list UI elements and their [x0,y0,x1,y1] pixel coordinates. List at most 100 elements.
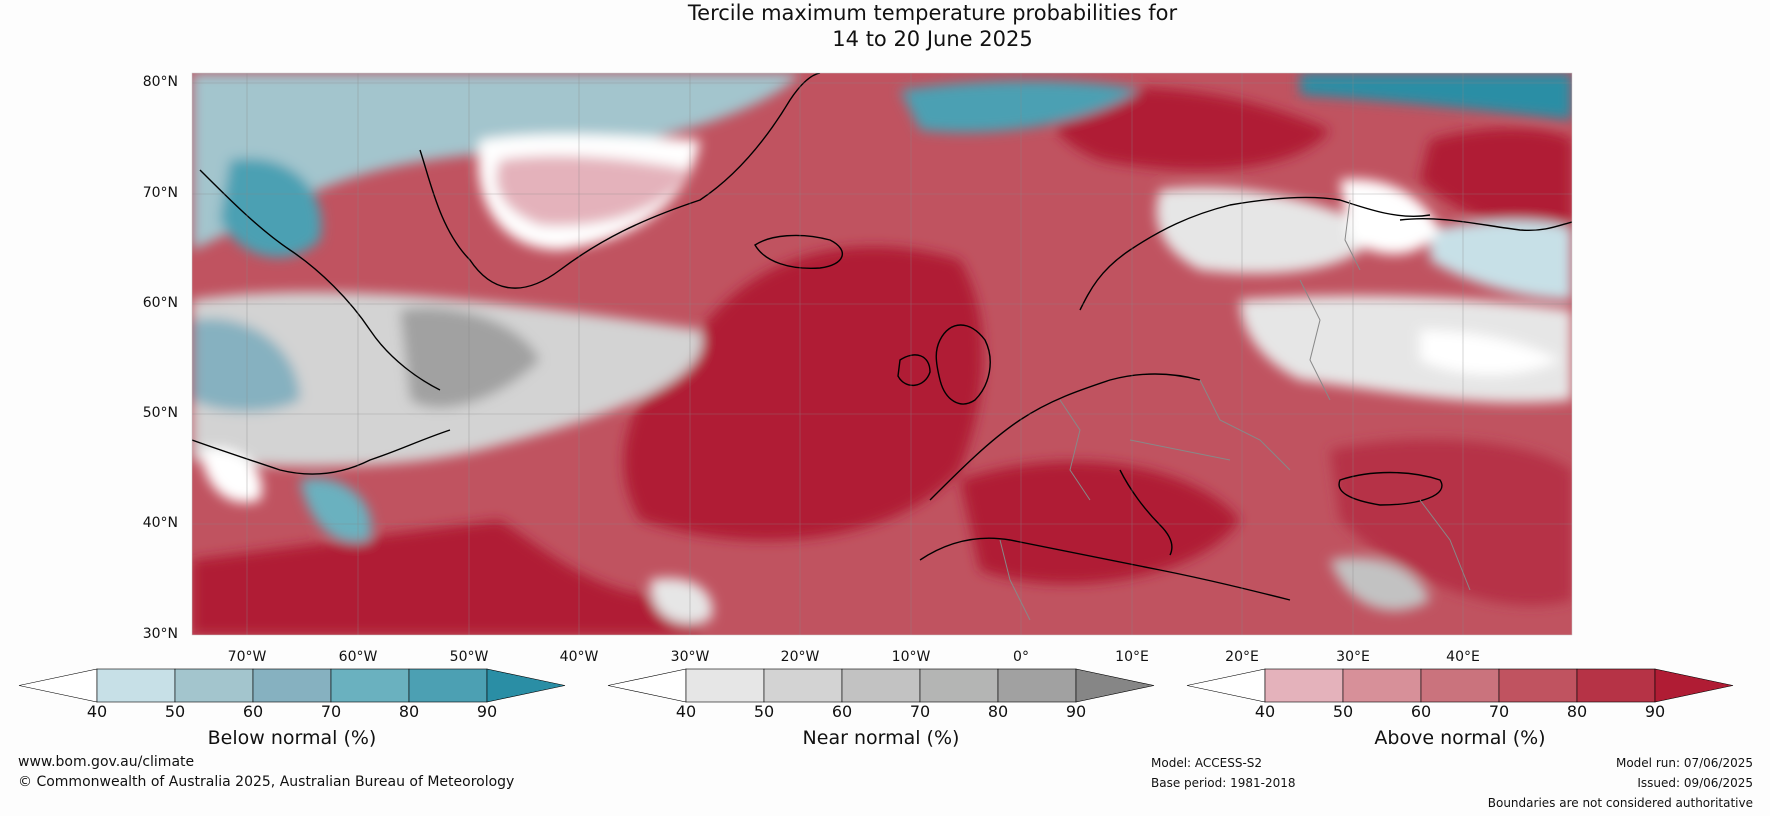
cb-above-tick-40: 40 [1254,702,1276,721]
field-near-normal-east [1240,295,1572,403]
cb-below-tick-80: 80 [398,702,420,721]
lon-label-30e: 30°E [1336,649,1370,665]
coastline-north-america [192,429,451,475]
cb-near-tick-40: 40 [675,702,697,721]
coastline-ireland [897,354,931,386]
title-line-2: 14 to 20 June 2025 [832,27,1033,51]
cb-near-tick-70: 70 [909,702,931,721]
coastline-russia [1399,217,1572,232]
colorbar-near-swatches [607,668,1155,703]
colorbar-near-swatch-60 [841,668,921,703]
lon-label-40e: 40°E [1446,649,1480,665]
cb-below-tick-70: 70 [320,702,342,721]
border-6 [1419,499,1471,591]
cb-above-tick-90: 90 [1644,702,1666,721]
field-below-normal-ne-canada [300,478,372,543]
colorbar-near-swatch-50 [763,668,843,703]
cb-near-tick-80: 80 [987,702,1009,721]
cb-above-tick-50: 50 [1332,702,1354,721]
cb-near-tick-50: 50 [753,702,775,721]
cb-below-tick-40: 40 [86,702,108,721]
coastline-black-sea [1338,471,1443,506]
lat-label-80n: 80°N [142,74,178,90]
colorbar-near-under-arrow [607,668,687,703]
lon-label-40w: 40°W [559,649,599,665]
coastline-europe [929,373,1201,501]
cb-below-tick-60: 60 [242,702,264,721]
colorbar-near-swatch-80 [997,668,1077,703]
field-below-normal-canada [192,318,300,412]
lon-label-20w: 20°W [780,649,820,665]
field-white-canada [200,448,262,503]
coastlines [192,73,1572,601]
lon-label-70w: 70°W [227,649,267,665]
colorbar-near-swatch-40 [685,668,765,703]
cb-above-title: Above normal (%) [1374,727,1546,749]
coastline-british-isles [935,324,991,405]
lat-label-50n: 50°N [142,405,178,421]
map-title: Tercile maximum temperature probabilitie… [0,0,1770,52]
colorbar-below-swatch-70 [330,668,410,703]
title-line-1: Tercile maximum temperature probabilitie… [687,1,1178,25]
cb-near-tick-90: 90 [1065,702,1087,721]
colorbar-below-under-arrow [18,668,98,703]
lon-label-0: 0° [1013,649,1029,665]
disclaimer-text: Boundaries are not considered authoritat… [1487,796,1753,810]
field-near-normal-labrador [400,307,540,408]
lat-label-60n: 60°N [142,295,178,311]
map-border [191,72,1573,636]
field-below-normal-svalbard [900,80,1140,133]
border-5 [1344,199,1361,271]
lon-label-50w: 50°W [449,649,489,665]
colorbar-above-swatch-80 [1576,668,1656,703]
cb-above-tick-60: 60 [1410,702,1432,721]
colorbar-above-over-arrow [1654,668,1734,703]
colorbar-below-swatch-50 [174,668,254,703]
lat-label-30n: 30°N [142,626,178,642]
field-white-sea-east [1420,330,1560,375]
border-4 [1129,439,1231,461]
lon-label-60w: 60°W [338,649,378,665]
field-below-normal-arctic [192,73,800,250]
border-3 [1299,279,1331,401]
field-near-normal-mideast [1330,557,1430,611]
lon-label-30w: 30°W [670,649,710,665]
gridlines [192,73,1572,635]
field-below-normal-baffin [220,158,322,258]
cb-above-tick-70: 70 [1488,702,1510,721]
website-link[interactable]: www.bom.gov.au/climate [18,754,195,770]
colorbar-below-over-arrow [486,668,566,703]
field-above-80-north [1050,87,1330,170]
field-above-80-turkey [1330,439,1572,606]
border-1 [1059,399,1091,501]
issued-text: Issued: 09/06/2025 [1637,776,1753,790]
cb-below-tick-90: 90 [476,702,498,721]
field-near-normal-scandinavia [1156,187,1380,274]
model-text: Model: ACCESS-S2 [1151,756,1263,770]
colorbar-below-swatches [18,668,566,703]
lat-label-40n: 40°N [142,515,178,531]
copyright-text: © Commonwealth of Australia 2025, Austra… [18,774,515,790]
field-below-normal-white-sea [1430,220,1572,300]
field-near-normal-subtropics [650,578,713,624]
colorbar-above-swatch-50 [1342,668,1422,703]
model-run-text: Model run: 07/06/2025 [1615,756,1753,770]
cb-near-title: Near normal (%) [802,727,960,749]
colorbars [18,668,1734,703]
border-7 [999,539,1031,621]
field-above-70-greenland [496,155,690,226]
lat-label-70n: 70°N [142,185,178,201]
cb-below-title: Below normal (%) [207,727,377,749]
field-below-normal-barents [1300,73,1572,120]
border-2 [1199,379,1291,471]
colorbar-above-swatches [1186,668,1734,703]
field-above-90-south [192,520,700,635]
colorbar-below-swatch-40 [96,668,176,703]
map-plot-area [192,73,1572,635]
field-white-finland [1340,179,1440,254]
coastline-iberia-africa [919,537,1291,601]
coastline-scandinavia [1079,196,1431,311]
coastline-iceland [754,234,843,269]
coastline-greenland [419,73,821,289]
